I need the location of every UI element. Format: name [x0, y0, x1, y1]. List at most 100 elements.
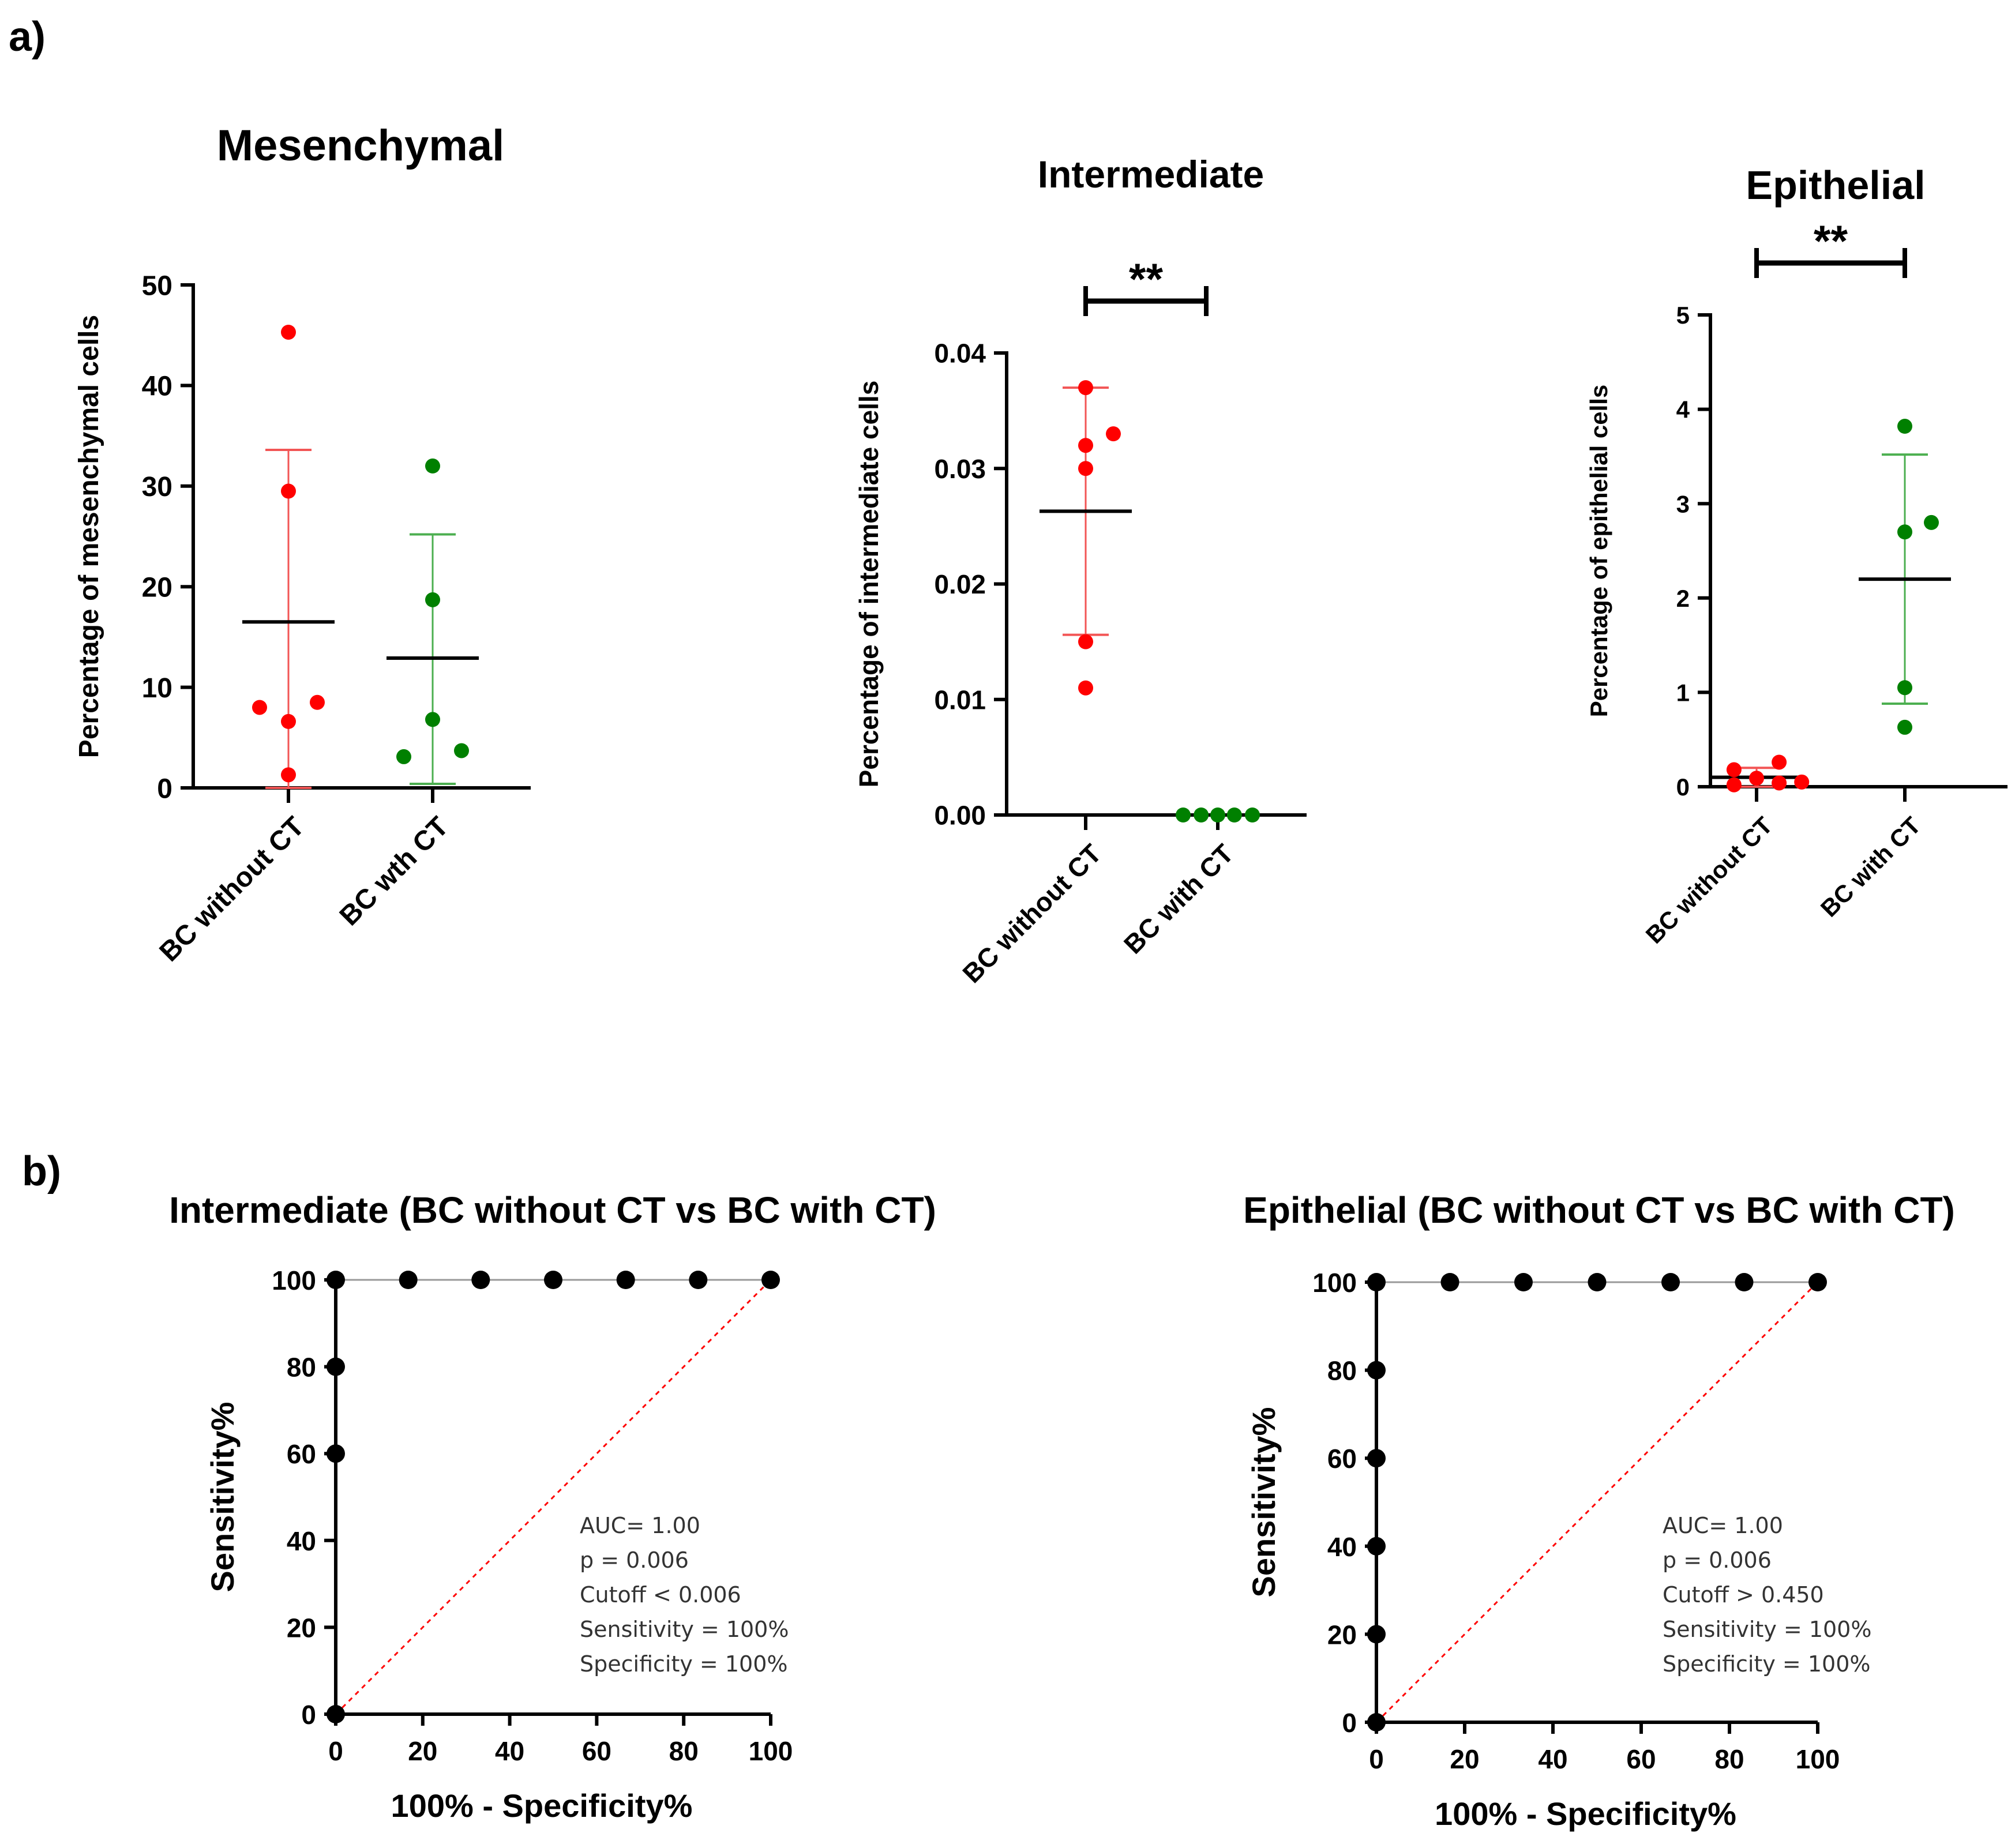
reference-diagonal-line — [1375, 1281, 1819, 1723]
mesenchymal-scatter-chart: Mesenchymal 0 10 20 30 40 50 Percentage of mese… — [74, 121, 531, 968]
x-tick-label: 80 — [1714, 1744, 1744, 1774]
roc-point — [1367, 1713, 1386, 1731]
roc-point — [544, 1271, 562, 1289]
panel-label-b: b) — [22, 1148, 61, 1195]
x-tick-label: 0 — [1369, 1744, 1384, 1774]
data-point — [454, 743, 469, 758]
significance-label: ** — [1129, 255, 1164, 304]
x-tick-label: 60 — [1626, 1744, 1656, 1774]
x-category-label: BC with CT — [1815, 812, 1926, 922]
data-point — [1078, 380, 1093, 396]
roc-point — [1588, 1273, 1607, 1291]
data-point — [281, 767, 296, 783]
y-tick-label: 80 — [1327, 1356, 1357, 1386]
significance-label: ** — [1814, 217, 1848, 266]
x-tick-label: 40 — [1538, 1744, 1567, 1774]
data-point — [1749, 771, 1764, 786]
data-point — [281, 483, 296, 499]
data-point — [1245, 807, 1260, 822]
roc-point — [616, 1271, 635, 1289]
data-point — [252, 700, 267, 715]
data-point — [425, 458, 440, 474]
data-point — [1106, 426, 1121, 442]
stat-text: Sensitivity = 100% — [1663, 1617, 1871, 1642]
panel-label-a: a) — [9, 14, 46, 60]
y-tick-label: 60 — [1327, 1444, 1357, 1474]
stat-text: Sensitivity = 100% — [580, 1617, 789, 1642]
data-point — [1078, 438, 1093, 453]
chart-title: Mesenchymal — [217, 121, 504, 170]
y-tick-label: 0 — [1342, 1708, 1357, 1738]
y-tick-label: 20 — [1327, 1620, 1357, 1650]
roc-point — [327, 1444, 345, 1463]
roc-point — [1440, 1273, 1459, 1291]
intermediate-roc-chart: Intermediate (BC without CT vs BC with C… — [169, 1189, 936, 1824]
y-axis-label: Sensitivity% — [1245, 1407, 1282, 1598]
x-category-label: BC without CT — [1641, 812, 1778, 949]
data-point — [1726, 762, 1742, 777]
x-category-label: BC wth CT — [334, 811, 455, 931]
epithelial-roc-chart: Epithelial (BC without CT vs BC with CT)… — [1243, 1189, 1955, 1832]
chart-title: Epithelial (BC without CT vs BC with CT) — [1243, 1189, 1955, 1231]
stat-text: Cutoff > 0.450 — [1663, 1582, 1824, 1607]
x-tick-label: 100 — [749, 1736, 793, 1766]
y-tick-label: 40 — [287, 1526, 316, 1556]
y-tick-label: 100 — [272, 1265, 316, 1295]
chart-title: Intermediate (BC without CT vs BC with C… — [169, 1189, 936, 1231]
y-tick-label: 20 — [142, 572, 172, 603]
x-tick-label: 40 — [495, 1736, 524, 1766]
y-tick-label: 3 — [1676, 490, 1690, 517]
y-tick-label: 4 — [1676, 396, 1690, 423]
roc-point — [1367, 1361, 1386, 1380]
y-tick-label: 100 — [1312, 1268, 1357, 1298]
y-tick-label: 0.00 — [934, 801, 986, 831]
y-tick-label: 40 — [1327, 1532, 1357, 1562]
y-axis-label: Percentage of intermediate cells — [854, 381, 884, 788]
y-tick-label: 1 — [1676, 679, 1690, 707]
data-point — [1772, 754, 1787, 770]
data-point — [1897, 524, 1912, 540]
intermediate-scatter-chart: Intermediate 0.00 0.01 0.02 0.03 0.04 Percenta… — [854, 153, 1307, 989]
data-point — [1924, 514, 1939, 530]
stat-text: AUC= 1.00 — [1663, 1513, 1783, 1538]
data-point — [425, 592, 440, 607]
x-axis-label: 100% - Specificity% — [391, 1787, 693, 1824]
y-tick-label: 80 — [287, 1353, 316, 1383]
data-point — [1078, 680, 1093, 696]
roc-point — [1367, 1625, 1386, 1644]
y-axis-label: Percentage of epithelial cells — [1585, 385, 1612, 718]
y-tick-label: 0.03 — [934, 454, 986, 484]
x-tick-label: 60 — [582, 1736, 611, 1766]
roc-point — [399, 1271, 418, 1289]
roc-point — [1661, 1273, 1680, 1291]
roc-point — [1514, 1273, 1533, 1291]
x-axis-label: 100% - Specificity% — [1435, 1796, 1736, 1832]
data-point — [1176, 807, 1191, 822]
y-tick-label: 40 — [142, 371, 172, 402]
data-point — [425, 712, 440, 727]
y-tick-label: 2 — [1676, 585, 1690, 612]
stat-text: Specificity = 100% — [1663, 1651, 1870, 1677]
y-tick-label: 0.02 — [934, 569, 986, 599]
x-tick-label: 0 — [328, 1736, 343, 1766]
reference-diagonal-line — [335, 1279, 772, 1715]
y-tick-label: 30 — [142, 472, 172, 502]
x-category-label: BC without CT — [956, 838, 1107, 989]
roc-point — [471, 1271, 490, 1289]
data-point — [1772, 775, 1787, 791]
y-tick-label: 50 — [142, 271, 172, 301]
y-tick-label: 20 — [287, 1613, 316, 1643]
data-point — [1897, 419, 1912, 434]
data-point — [1897, 680, 1912, 696]
roc-point — [761, 1271, 780, 1289]
x-category-label: BC without CT — [154, 811, 310, 967]
x-category-label: BC with CT — [1118, 838, 1239, 959]
data-point — [1897, 719, 1912, 735]
roc-point — [327, 1357, 345, 1376]
y-axis-label: Percentage of mesenchymal cells — [74, 315, 104, 758]
stat-text: Specificity = 100% — [580, 1651, 787, 1677]
stat-text: p = 0.006 — [580, 1547, 689, 1573]
y-tick-label: 0.01 — [934, 685, 986, 715]
data-point — [1078, 634, 1093, 649]
